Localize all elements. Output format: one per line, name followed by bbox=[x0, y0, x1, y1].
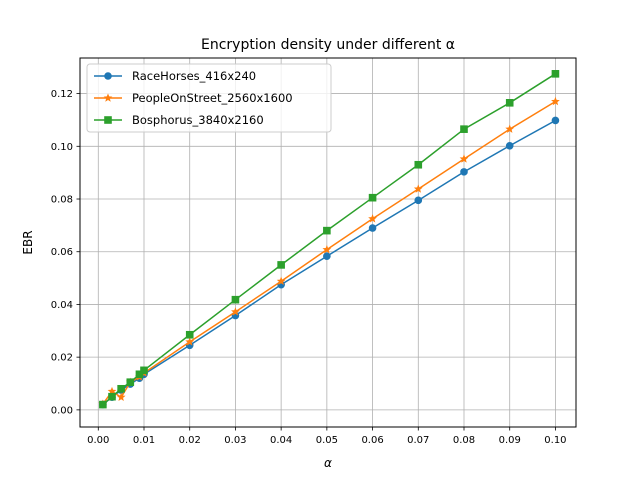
data-point bbox=[116, 392, 126, 401]
legend-label: PeopleOnStreet_2560x1600 bbox=[132, 91, 293, 105]
data-point bbox=[276, 276, 286, 285]
data-point bbox=[185, 330, 194, 339]
data-point bbox=[99, 400, 107, 409]
legend: RaceHorses_416x240 PeopleOnStreet_2560x16… bbox=[86, 63, 332, 133]
x-tick-label: 0.03 bbox=[224, 435, 246, 446]
data-point bbox=[135, 370, 144, 379]
data-point bbox=[231, 307, 240, 316]
data-point bbox=[107, 386, 117, 396]
data-point bbox=[551, 116, 560, 125]
x-tick-label: 0.07 bbox=[407, 435, 429, 446]
data-point bbox=[322, 245, 332, 254]
legend-entry: RaceHorses_416x240 bbox=[94, 69, 256, 83]
legend-marker bbox=[104, 72, 112, 80]
axis-ticks: 0.00 0.01 0.02 0.03 0.04 0.05 0.06 0.07 0.08 0.09… bbox=[51, 89, 567, 446]
legend-box bbox=[86, 63, 332, 133]
data-point bbox=[413, 184, 423, 193]
legend-entries: RaceHorses_416x240 PeopleOnStreet_2560x16… bbox=[94, 69, 293, 127]
y-tick-label: 0.08 bbox=[51, 195, 73, 206]
legend-label: Bosphorus_3840x2160 bbox=[132, 113, 264, 127]
data-point bbox=[108, 392, 116, 401]
x-tick-label: 0.01 bbox=[133, 435, 155, 446]
series-3 bbox=[99, 70, 560, 409]
data-point bbox=[505, 141, 514, 150]
data-point bbox=[551, 96, 560, 106]
data-point bbox=[368, 224, 377, 232]
legend-entry: Bosphorus_3840x2160 bbox=[94, 113, 264, 127]
data-point bbox=[185, 337, 195, 346]
y-axis-label: EBR bbox=[21, 230, 35, 254]
x-tick-label: 0.04 bbox=[270, 435, 292, 446]
legend-marker bbox=[103, 93, 113, 102]
data-point bbox=[505, 99, 514, 107]
data-point bbox=[323, 252, 331, 261]
y-tick-label: 0.04 bbox=[51, 300, 73, 311]
data-point bbox=[460, 168, 468, 176]
legend-marker bbox=[104, 116, 112, 124]
data-point bbox=[551, 70, 560, 78]
data-point bbox=[323, 226, 331, 235]
y-tick-label: 0.00 bbox=[51, 405, 73, 416]
data-point bbox=[460, 125, 468, 133]
x-tick-label: 0.08 bbox=[453, 435, 475, 446]
y-tick-label: 0.12 bbox=[51, 89, 73, 100]
x-tick-label: 0.00 bbox=[87, 435, 109, 446]
data-point bbox=[126, 378, 135, 386]
plot-frame bbox=[79, 57, 577, 428]
data-point bbox=[414, 160, 423, 169]
data-point bbox=[231, 295, 240, 304]
data-point bbox=[140, 366, 148, 375]
x-tick-label: 0.06 bbox=[361, 435, 383, 446]
data-point bbox=[368, 193, 377, 202]
series-layer bbox=[98, 70, 560, 409]
x-tick-label: 0.09 bbox=[499, 435, 521, 446]
data-point bbox=[459, 154, 469, 163]
data-point bbox=[117, 384, 125, 393]
y-tick-label: 0.02 bbox=[51, 353, 73, 364]
x-tick-label: 0.02 bbox=[179, 435, 201, 446]
data-point bbox=[277, 261, 285, 269]
legend-entry: PeopleOnStreet_2560x1600 bbox=[94, 91, 293, 105]
y-tick-label: 0.10 bbox=[51, 142, 73, 153]
chart-title: Encryption density under different α bbox=[201, 37, 455, 53]
x-tick-label: 0.05 bbox=[316, 435, 338, 446]
legend-label: RaceHorses_416x240 bbox=[132, 69, 256, 83]
x-tick-label: 0.10 bbox=[544, 435, 566, 446]
data-point bbox=[505, 124, 515, 133]
x-axis-label: α bbox=[324, 456, 332, 470]
y-tick-label: 0.06 bbox=[51, 247, 73, 258]
data-point bbox=[414, 196, 423, 205]
data-point bbox=[368, 214, 377, 223]
